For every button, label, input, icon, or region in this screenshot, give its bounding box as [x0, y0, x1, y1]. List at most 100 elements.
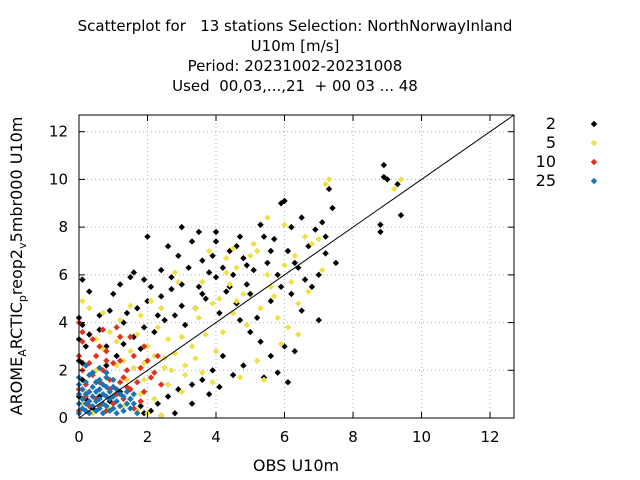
- data-point-series-2: [291, 259, 298, 267]
- data-point-series-25: [103, 369, 110, 376]
- data-point-series-5: [178, 388, 185, 395]
- data-point-series-2: [250, 266, 257, 274]
- data-point-series-5: [240, 290, 247, 298]
- data-point-series-25: [127, 405, 134, 412]
- data-point-series-25: [96, 395, 103, 403]
- data-point-series-25: [116, 402, 124, 410]
- data-point-series-5: [223, 269, 230, 276]
- data-point-series-2: [113, 352, 120, 360]
- data-point-series-5: [140, 376, 148, 384]
- data-point-series-2: [332, 259, 340, 267]
- data-point-series-5: [144, 343, 151, 350]
- data-point-series-5: [164, 381, 172, 388]
- data-point-series-2: [171, 312, 179, 319]
- y-label-part-1: AROME: [7, 357, 26, 416]
- data-point-series-10: [127, 333, 134, 341]
- data-point-series-2: [164, 243, 172, 250]
- data-point-series-2: [377, 228, 384, 236]
- data-point-series-5: [250, 240, 257, 248]
- data-point-series-5: [308, 240, 316, 248]
- data-point-series-2: [315, 271, 322, 279]
- data-point-series-2: [140, 410, 148, 417]
- data-point-series-5: [188, 343, 196, 350]
- data-point-series-2: [240, 362, 247, 369]
- data-point-series-25: [106, 388, 114, 395]
- data-point-series-10: [140, 388, 148, 395]
- data-point-series-2: [308, 283, 316, 290]
- data-point-series-2: [147, 283, 155, 290]
- data-point-series-2: [315, 316, 322, 324]
- data-point-series-25: [110, 376, 117, 384]
- data-point-series-2: [229, 371, 237, 379]
- data-point-series-2: [178, 302, 185, 310]
- grid-layer: [79, 115, 514, 418]
- data-point-series-5: [322, 180, 329, 188]
- data-point-series-10: [99, 326, 107, 333]
- data-point-series-10: [96, 343, 103, 350]
- data-point-series-5: [233, 297, 240, 305]
- data-point-series-25: [134, 410, 141, 417]
- data-point-series-25: [113, 398, 120, 405]
- legend-label: 5: [546, 133, 556, 152]
- data-point-series-25: [123, 388, 131, 395]
- data-point-series-5: [291, 252, 298, 259]
- x-tick-label: 8: [348, 428, 358, 446]
- data-point-series-2: [253, 314, 261, 321]
- chart-subtitle-variable: U10m [m/s]: [250, 37, 340, 55]
- data-point-series-2: [212, 238, 220, 245]
- data-point-series-25: [110, 405, 117, 412]
- data-point-series-2: [161, 316, 168, 324]
- data-point-series-2: [123, 309, 131, 317]
- legend-swatch: [590, 139, 598, 147]
- data-point-series-5: [199, 369, 206, 376]
- data-point-series-2: [216, 309, 223, 317]
- data-point-series-2: [264, 259, 271, 267]
- data-point-series-2: [236, 233, 244, 240]
- data-point-series-2: [202, 295, 209, 302]
- data-point-series-2: [329, 204, 336, 212]
- data-point-series-25: [89, 369, 96, 376]
- data-point-series-2: [195, 283, 203, 290]
- y-tick-label: 2: [58, 361, 68, 379]
- data-point-series-2: [298, 307, 305, 314]
- data-point-series-25: [130, 390, 138, 398]
- data-point-series-2: [312, 226, 319, 233]
- data-point-series-5: [123, 376, 131, 384]
- data-point-series-2: [260, 233, 268, 240]
- data-point-series-5: [253, 357, 261, 364]
- data-point-series-2: [284, 379, 292, 386]
- data-point-series-5: [216, 295, 223, 302]
- data-point-series-10: [151, 369, 158, 376]
- data-point-series-2: [325, 185, 333, 193]
- data-point-series-10: [116, 379, 124, 386]
- chart-title: Scatterplot for 13 stations Selection: N…: [77, 17, 513, 35]
- data-point-series-5: [181, 371, 189, 379]
- data-point-series-2: [188, 381, 196, 388]
- data-point-series-5: [130, 364, 138, 372]
- data-point-series-25: [89, 393, 96, 400]
- data-point-series-5: [202, 331, 209, 338]
- data-point-series-2: [288, 290, 295, 298]
- data-point-series-5: [151, 352, 158, 360]
- x-tick-label: 0: [74, 428, 84, 446]
- data-point-series-2: [185, 264, 192, 271]
- ticks-layer: 0 2 4 6 8 10 12 0 2 4 6 8 10 12: [49, 115, 514, 446]
- data-point-series-5: [175, 278, 182, 286]
- data-point-series-2: [154, 400, 161, 407]
- data-point-series-2: [205, 390, 213, 398]
- data-point-series-2: [291, 347, 298, 355]
- data-point-series-2: [158, 293, 165, 300]
- data-point-series-2: [188, 400, 196, 407]
- data-point-series-2: [188, 238, 196, 245]
- data-point-series-25: [96, 405, 103, 412]
- data-point-series-2: [140, 324, 148, 331]
- data-point-series-2: [96, 326, 103, 333]
- y-label-sub-2: p: [16, 295, 29, 302]
- data-point-series-25: [96, 386, 103, 393]
- data-point-series-5: [281, 221, 288, 228]
- data-point-series-2: [236, 316, 244, 324]
- data-point-series-10: [89, 336, 96, 343]
- data-point-series-2: [247, 290, 254, 298]
- points-layer: [75, 161, 405, 419]
- data-point-series-2: [267, 247, 275, 255]
